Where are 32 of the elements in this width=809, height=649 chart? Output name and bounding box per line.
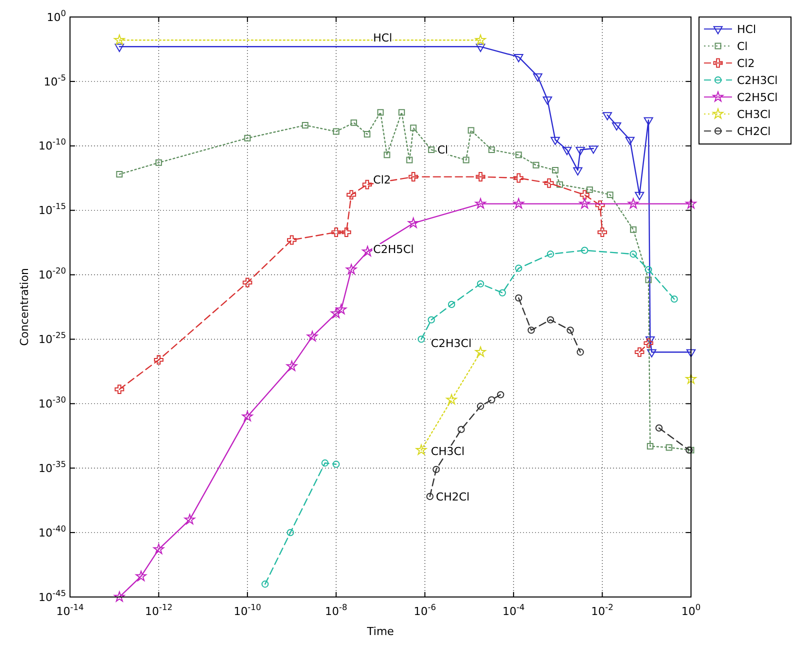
legend-label: Cl — [737, 40, 748, 53]
x-tick-label: 10$^{0}$ — [681, 602, 701, 618]
legend-label: C2H3Cl — [737, 74, 778, 87]
y-tick-label: 10$^{-35}$ — [38, 458, 66, 475]
y-tick-label: 10$^{-15}$ — [38, 201, 66, 218]
annotation: Cl2 — [373, 173, 391, 186]
x-axis-title: Time — [366, 625, 394, 638]
legend-label: C2H5Cl — [737, 90, 778, 104]
x-tick-label: 10$^{-8}$ — [325, 602, 348, 618]
y-tick-label: 10$^{-40}$ — [38, 523, 66, 540]
annotation: Cl — [437, 144, 448, 157]
x-tick-label: 10$^{-14}$ — [56, 602, 84, 618]
y-tick-label: 10$^{0}$ — [46, 8, 66, 24]
y-tick-label: 10$^{-25}$ — [38, 330, 66, 346]
y-tick-label: 10$^{-5}$ — [44, 72, 66, 88]
legend-label: HCl — [737, 22, 756, 36]
annotation: CH2Cl — [436, 490, 470, 504]
y-tick-label: 10$^{-45}$ — [38, 588, 66, 604]
y-tick-label: 10$^{-30}$ — [38, 394, 66, 411]
y-axis-title: Concentration — [18, 268, 31, 346]
y-tick-label: 10$^{-20}$ — [38, 266, 66, 282]
x-tick-label: 10$^{-6}$ — [414, 602, 436, 618]
annotation: C2H3Cl — [430, 336, 472, 350]
x-tick-label: 10$^{-10}$ — [234, 602, 262, 618]
y-tick-label: 10$^{-10}$ — [38, 136, 66, 153]
annotation: C2H5Cl — [373, 242, 414, 256]
x-tick-label: 10$^{-2}$ — [591, 602, 614, 618]
legend-label: CH3Cl — [737, 108, 771, 121]
legend-label: Cl2 — [737, 56, 755, 70]
legend-label: CH2Cl — [737, 124, 771, 138]
x-tick-label: 10$^{-4}$ — [502, 602, 525, 618]
x-tick-label: 10$^{-12}$ — [144, 602, 172, 618]
